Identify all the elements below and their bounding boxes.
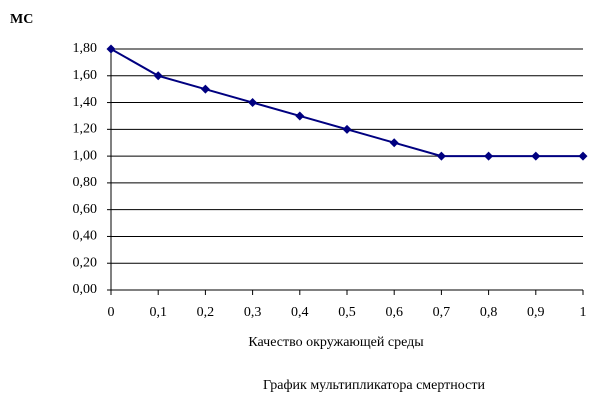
x-tick-label: 0,9 xyxy=(527,305,545,320)
y-tick-label: 0,60 xyxy=(73,202,98,217)
x-tick-label: 0 xyxy=(108,305,115,320)
x-tick-label: 0,5 xyxy=(338,305,356,320)
marker xyxy=(578,151,588,161)
y-tick-label: 1,60 xyxy=(73,68,98,83)
x-tick-label: 0,3 xyxy=(244,305,262,320)
x-tick-label: 0,7 xyxy=(433,305,451,320)
y-tick-label: 1,20 xyxy=(73,122,98,137)
y-tick-label: 1,40 xyxy=(73,95,98,110)
x-tick-label: 0,4 xyxy=(291,305,309,320)
marker xyxy=(295,111,305,121)
x-tick-label: 1 xyxy=(580,305,587,320)
marker xyxy=(436,151,446,161)
marker xyxy=(153,71,163,81)
marker xyxy=(248,98,258,108)
y-tick-label: 1,00 xyxy=(73,148,98,163)
y-tick-label: 0,20 xyxy=(73,255,98,270)
x-tick-label: 0,6 xyxy=(385,305,403,320)
x-tick-label: 0,2 xyxy=(197,305,215,320)
y-tick-label: 0,00 xyxy=(73,282,98,297)
marker xyxy=(106,44,116,54)
marker xyxy=(484,151,494,161)
y-tick-label: 0,40 xyxy=(73,229,98,244)
x-tick-label: 0,1 xyxy=(149,305,167,320)
marker xyxy=(389,138,399,148)
marker xyxy=(342,124,352,134)
marker xyxy=(200,84,210,94)
caption: График мультипликатора смертности xyxy=(263,378,485,393)
y-tick-label: 1,80 xyxy=(73,41,98,56)
y-tick-label: 0,80 xyxy=(73,175,98,190)
x-tick-label: 0,8 xyxy=(480,305,498,320)
y-axis-label: МС xyxy=(10,12,33,27)
marker xyxy=(531,151,541,161)
x-axis-label: Качество окружающей среды xyxy=(248,335,424,350)
